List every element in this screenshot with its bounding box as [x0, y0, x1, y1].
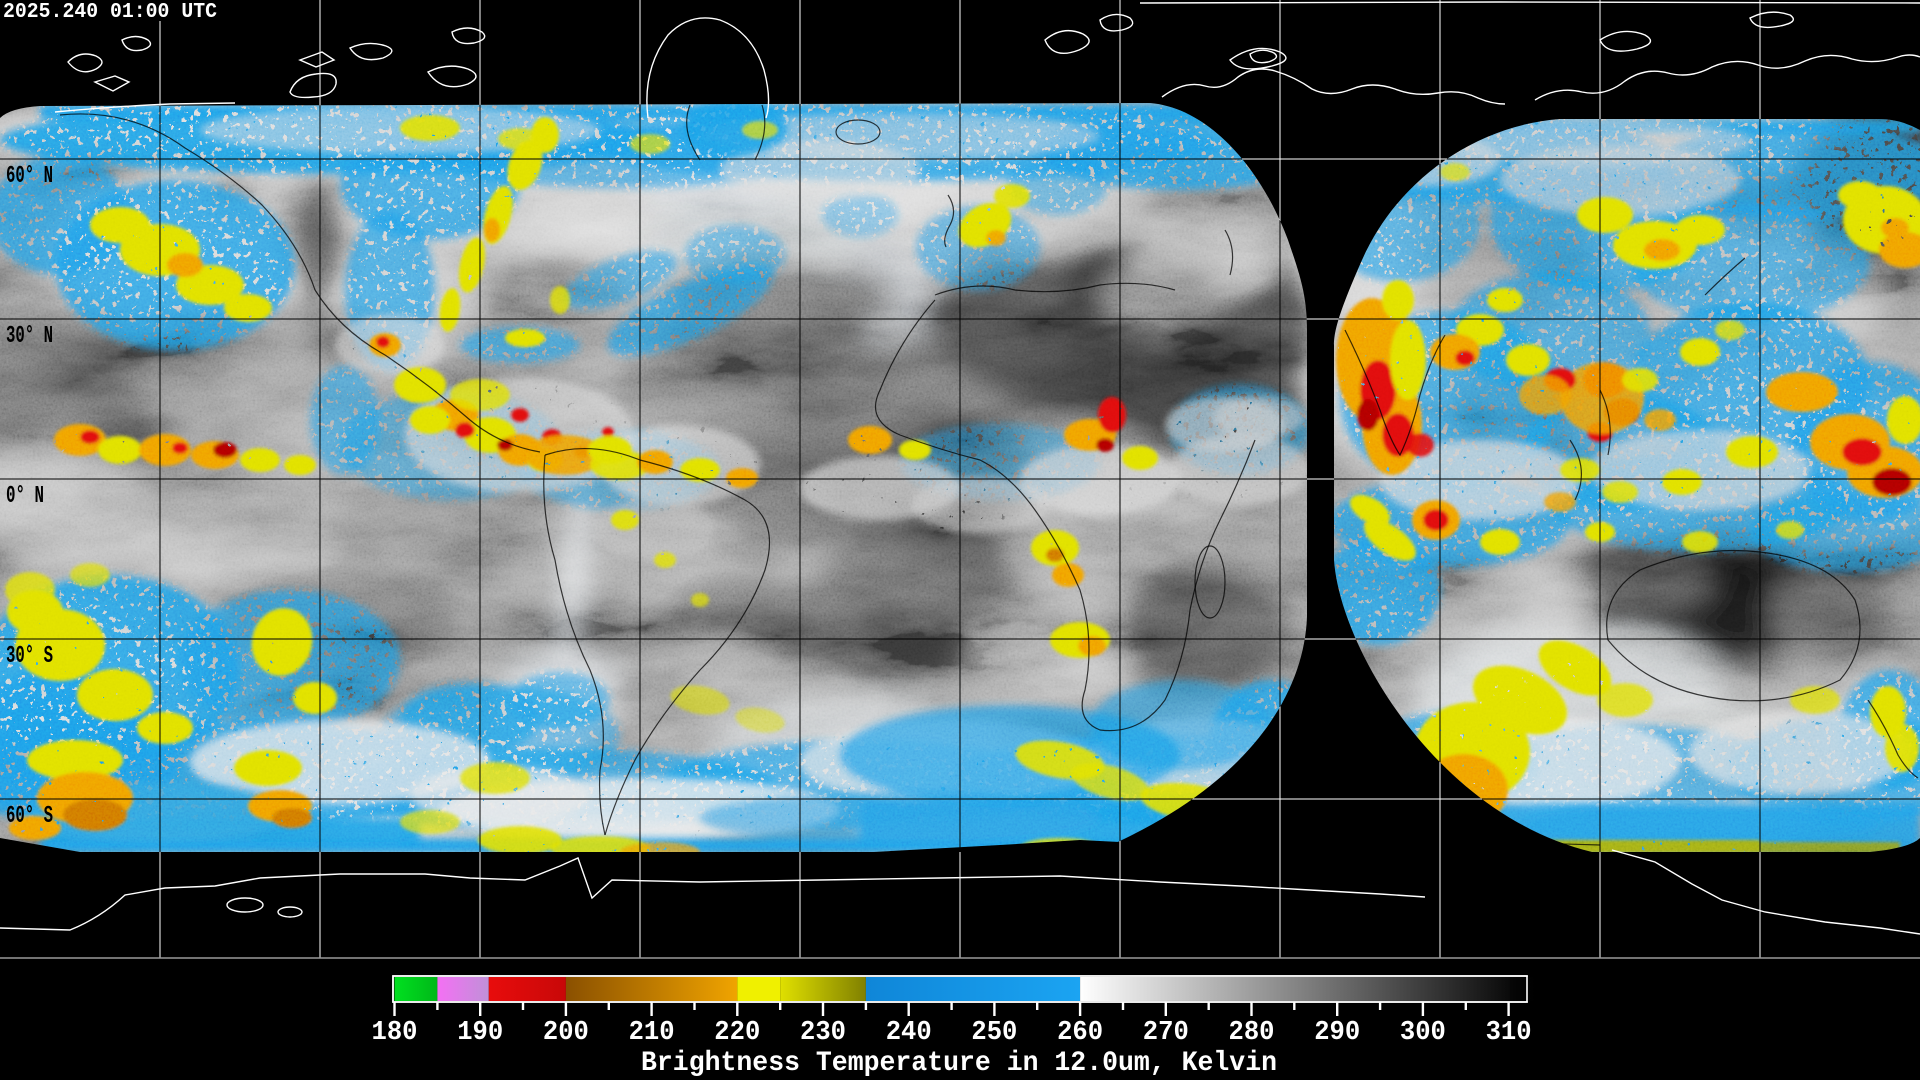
svg-text:220: 220: [714, 1018, 760, 1048]
svg-text:310: 310: [1486, 1018, 1532, 1048]
svg-text:30° S: 30° S: [6, 643, 53, 670]
svg-text:290: 290: [1314, 1018, 1360, 1048]
svg-text:180: 180: [372, 1018, 418, 1048]
svg-text:60° S: 60° S: [6, 803, 53, 830]
svg-text:Brightness Temperature in 12.0: Brightness Temperature in 12.0um, Kelvin: [641, 1048, 1277, 1079]
svg-text:260: 260: [1057, 1018, 1103, 1048]
svg-text:2025.240 01:00 UTC: 2025.240 01:00 UTC: [3, 1, 217, 24]
svg-text:230: 230: [800, 1018, 846, 1048]
svg-text:0° N: 0° N: [6, 483, 44, 510]
svg-text:270: 270: [1143, 1018, 1189, 1048]
svg-text:60° N: 60° N: [6, 163, 53, 190]
svg-text:200: 200: [543, 1018, 589, 1048]
svg-text:190: 190: [457, 1018, 503, 1048]
svg-text:30° N: 30° N: [6, 323, 53, 350]
svg-text:240: 240: [886, 1018, 932, 1048]
svg-text:250: 250: [971, 1018, 1017, 1048]
svg-text:300: 300: [1400, 1018, 1446, 1048]
svg-text:210: 210: [629, 1018, 675, 1048]
svg-text:280: 280: [1229, 1018, 1275, 1048]
